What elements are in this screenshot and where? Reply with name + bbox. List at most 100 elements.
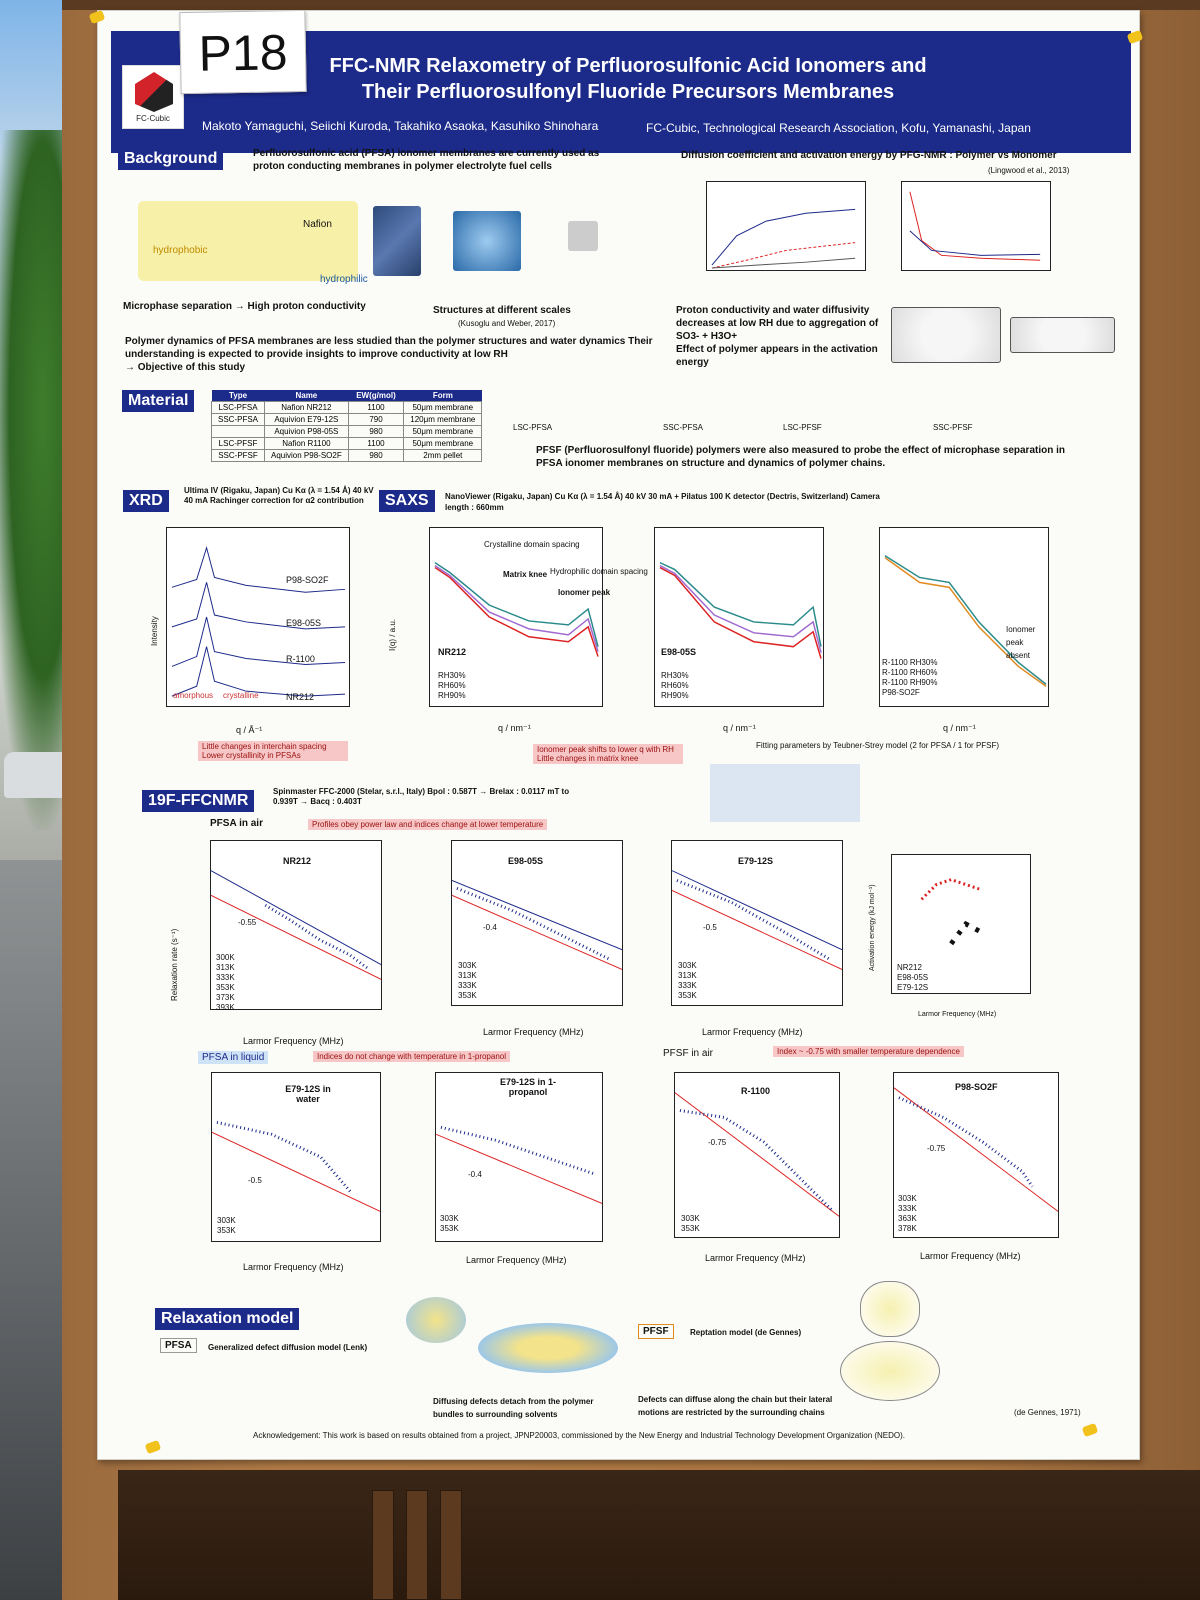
xrd-label-r1100: R-1100 bbox=[286, 654, 315, 664]
nr212-temp-legend: 300K 313K 333K 353K 373K 393K bbox=[216, 953, 235, 1013]
cell: Aquivion P98-SO2F bbox=[264, 449, 349, 462]
nmr-plot-nr212 bbox=[210, 840, 382, 1010]
temp: 393K bbox=[216, 1003, 235, 1012]
temp: 303K bbox=[458, 961, 477, 970]
microphase-text: Microphase separation → High proton cond… bbox=[123, 301, 366, 312]
temp: 353K bbox=[458, 991, 477, 1000]
nmr-water-title: E79-12S in water bbox=[285, 1084, 331, 1104]
fit-line bbox=[211, 894, 381, 980]
cell bbox=[210, 425, 266, 438]
xlabel-row2-b: Larmor Frequency (MHz) bbox=[466, 1255, 567, 1265]
ffcnmr-desc: Spinmaster FFC-2000 (Stelar, s.r.l., Ita… bbox=[273, 787, 570, 806]
nmr-nr212-data bbox=[264, 903, 371, 971]
temp: 353K bbox=[216, 983, 235, 992]
fit-title: Fitting parameters by Teubner-Strey mode… bbox=[756, 741, 1000, 750]
nmr-plot-r1100 bbox=[674, 1072, 840, 1238]
pfsf-model-diagram-2 bbox=[840, 1341, 940, 1401]
saxs-ylabel: I(q) / a.u. bbox=[388, 618, 397, 651]
pfsf-model-caption: Defects can diffuse along the chain but … bbox=[638, 1395, 833, 1417]
saxs-xlabel-b: q / nm⁻¹ bbox=[723, 723, 756, 733]
fitting-parameter-table bbox=[710, 764, 860, 822]
ionomer-absent-label: Ionomer peak absent bbox=[1006, 625, 1036, 660]
cell: Nafion R1100 bbox=[264, 437, 349, 450]
xrd-ylabel: Intensity bbox=[150, 616, 159, 646]
cabinet-handle bbox=[372, 1490, 394, 1600]
saxs-b-rh60 bbox=[659, 564, 822, 653]
dynamics-text: Polymer dynamics of PFSA membranes are l… bbox=[125, 336, 653, 360]
chem-label-ssc-pfsa: SSC-PFSA bbox=[663, 423, 704, 432]
temp: 300K bbox=[216, 953, 235, 962]
pfsa-liquid-label: PFSA in liquid bbox=[198, 1051, 269, 1064]
nmr-p98-title: P98-SO2F bbox=[955, 1082, 998, 1092]
saxs-a-legend: RH30% RH60% RH90% bbox=[438, 671, 466, 701]
legend-e79: E79-12S bbox=[897, 983, 929, 992]
legend-e98: E98-05S bbox=[897, 973, 929, 982]
background-intro: Perfluorosulfonic acid (PFSA) ionomer me… bbox=[253, 148, 600, 172]
cell: 790 bbox=[347, 413, 405, 426]
cell: Nafion NR212 bbox=[264, 401, 349, 414]
col-name: Name bbox=[264, 390, 349, 402]
nmr-propanol-303k bbox=[440, 1125, 595, 1176]
logo-mark bbox=[135, 72, 173, 112]
material-table: Type Name EW(g/mol) Form LSC-PFSA Nafion … bbox=[210, 390, 483, 462]
cell: 50μm membrane bbox=[403, 437, 483, 450]
nafion-structure bbox=[138, 201, 358, 281]
nmr-plot-p98 bbox=[893, 1072, 1059, 1238]
ffcnmr-header: 19F-FFCNMR bbox=[142, 790, 255, 812]
activation-energy-background-plot bbox=[901, 181, 1051, 271]
nmr-r1100-data bbox=[679, 1109, 835, 1213]
cell: Aquivion P98-05S bbox=[264, 425, 349, 438]
fit-line bbox=[436, 1133, 602, 1204]
cell: Aquivion E79-12S bbox=[264, 413, 349, 426]
matrix-knee-label: Matrix knee bbox=[503, 570, 548, 579]
table-row: LSC-PFSF Nafion R1100 1100 50μm membrane bbox=[210, 437, 483, 450]
cabinet-handle bbox=[440, 1490, 462, 1600]
ea-legend: NR212 E98-05S E79-12S bbox=[897, 963, 928, 993]
xlabel-ea: Larmor Frequency (MHz) bbox=[918, 1011, 997, 1018]
fc-cubic-logo: FC-Cubic bbox=[122, 65, 184, 129]
p98-temp-legend: 303K 333K 363K 378K bbox=[898, 1194, 917, 1234]
table-row: Aquivion P98-05S 980 50μm membrane bbox=[210, 425, 483, 438]
temp: 353K bbox=[217, 1226, 236, 1235]
hydrophilic-label: hydrophilic bbox=[320, 274, 368, 285]
nmr-e79-title: E79-12S bbox=[738, 856, 774, 866]
saxs-a-rh30 bbox=[434, 566, 599, 657]
slope-propanol: -0.4 bbox=[468, 1170, 482, 1179]
temp: 353K bbox=[678, 991, 697, 1000]
cell: 50μm membrane bbox=[403, 401, 483, 414]
xrd-desc: Ultima IV (Rigaku, Japan) Cu Kα (λ = 1.5… bbox=[184, 486, 374, 505]
saxs-c-legend: R-1100 RH30% R-1100 RH60% R-1100 RH90% P… bbox=[882, 658, 937, 698]
water-temp-legend: 303K 353K bbox=[217, 1216, 236, 1236]
pfsf-note: PFSF (Perfluorosulfonyl fluoride) polyme… bbox=[536, 445, 1065, 469]
nmr-e98-title: E98-05S bbox=[508, 856, 544, 866]
xrd-label-e98: E98-05S bbox=[286, 618, 322, 628]
crystalline-spacing-label: Crystalline domain spacing bbox=[484, 540, 580, 549]
saxs-desc: NanoViewer (Rigaku, Japan) Cu Kα (λ = 1.… bbox=[445, 492, 880, 512]
ea-bg-series-1 bbox=[909, 191, 1041, 261]
xlabel-row1-c: Larmor Frequency (MHz) bbox=[702, 1027, 803, 1037]
fit-line bbox=[672, 870, 842, 951]
xrd-trace-nr212 bbox=[171, 646, 346, 697]
xrd-label-nr212: NR212 bbox=[286, 692, 315, 702]
pfsa-model-name: Generalized defect diffusion model (Lenk… bbox=[208, 1343, 368, 1352]
xlabel-row2-c: Larmor Frequency (MHz) bbox=[705, 1253, 806, 1263]
legend-r1100-rh90: R-1100 RH90% bbox=[882, 678, 938, 687]
xlabel-row2-d: Larmor Frequency (MHz) bbox=[920, 1251, 1021, 1261]
table-row: SSC-PFSA Aquivion E79-12S 790 120μm membran… bbox=[210, 413, 483, 426]
legend-rh30: RH30% bbox=[661, 671, 689, 680]
saxs-b-label: E98-05S bbox=[661, 647, 697, 657]
legend-rh60: RH60% bbox=[438, 681, 466, 690]
temp: 313K bbox=[678, 971, 697, 980]
temp: 363K bbox=[898, 1214, 917, 1223]
temp: 353K bbox=[440, 1224, 459, 1233]
pfsf-model-name: Reptation model (de Gennes) bbox=[690, 1328, 802, 1337]
cabinet-handle bbox=[406, 1490, 428, 1600]
temp: 303K bbox=[217, 1216, 236, 1225]
saxs-plot-a bbox=[429, 527, 603, 707]
mesoscale-image bbox=[373, 206, 421, 276]
legend-r1100-rh30: R-1100 RH30% bbox=[882, 658, 938, 667]
pfsa-liquid-note: Indices do not change with temperature i… bbox=[313, 1051, 511, 1062]
legend-rh90: RH90% bbox=[438, 691, 466, 700]
saxs-xlabel-c: q / nm⁻¹ bbox=[943, 723, 976, 733]
hydrophobic-label: hydrophobic bbox=[153, 245, 208, 256]
